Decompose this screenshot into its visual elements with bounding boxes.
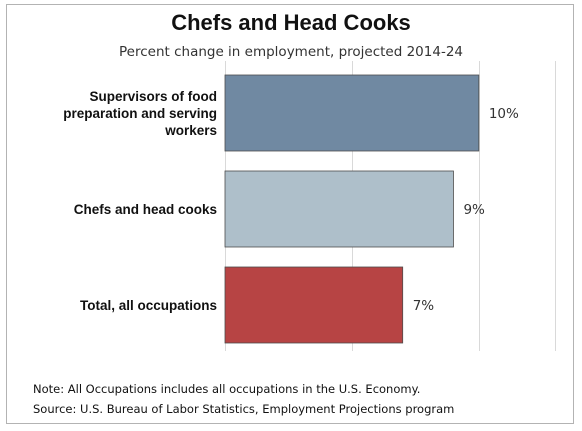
category-label-2: Total, all occupations — [80, 298, 217, 313]
chart-subtitle: Percent change in employment, projected … — [119, 44, 463, 60]
category-label-1: Chefs and head cooks — [74, 202, 217, 217]
note-text: Note: All Occupations includes all occup… — [33, 382, 421, 396]
source-text: Source: U.S. Bureau of Labor Statistics,… — [33, 402, 455, 416]
bar-layer — [224, 74, 480, 344]
value-label-0: 10% — [489, 106, 519, 122]
label-layer: 10% Supervisors of food preparation and se… — [63, 89, 519, 314]
value-label-1: 9% — [463, 202, 485, 218]
bar-chart: 10% Supervisors of food preparation and se… — [63, 61, 556, 351]
category-label-0: Supervisors of food preparation and servi… — [63, 89, 217, 138]
bar-1 — [224, 170, 454, 248]
bar-2 — [224, 266, 404, 344]
chart-title: Chefs and Head Cooks — [171, 10, 411, 35]
value-label-2: 7% — [413, 298, 435, 314]
bar-0 — [224, 74, 480, 152]
chart-notes: Note: All Occupations includes all occup… — [33, 379, 454, 419]
chart-frame: Chefs and Head Cooks Percent change in e… — [6, 4, 574, 424]
